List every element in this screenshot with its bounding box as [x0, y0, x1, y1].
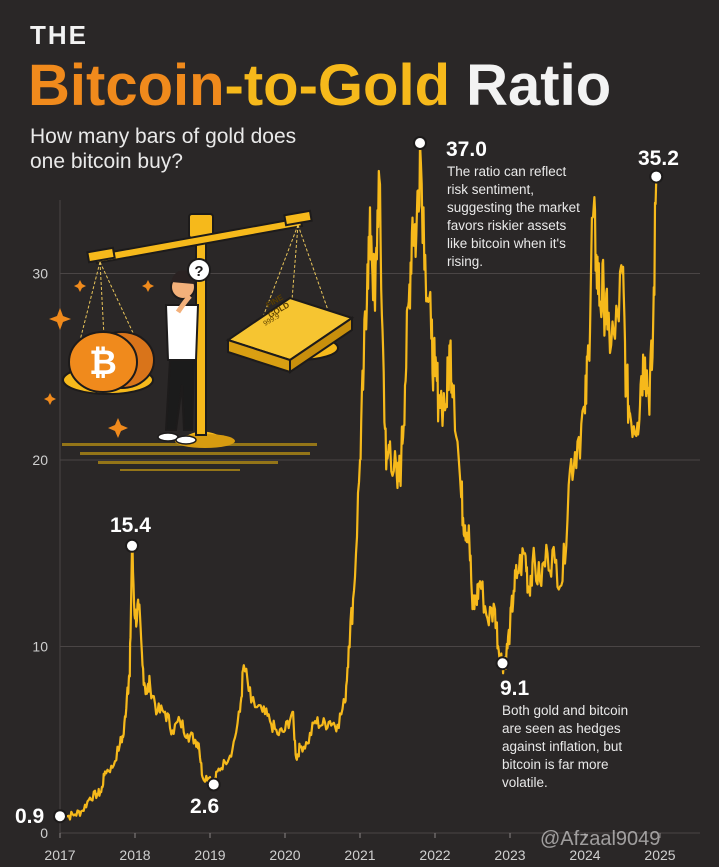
svg-text:₿: ₿	[89, 344, 117, 382]
callout-value: 15.4	[110, 514, 151, 537]
callout-annotation-line: volatile.	[502, 775, 548, 790]
y-tick-label: 20	[32, 452, 48, 468]
grid	[59, 200, 700, 838]
pre-title: THE	[30, 20, 88, 50]
title-bitcoin: Bitcoin	[28, 53, 225, 118]
callout-marker	[125, 538, 139, 553]
bitcoin-coin-icon	[68, 331, 138, 393]
callout-value: 9.1	[500, 677, 530, 700]
callout-annotation-line: The ratio can reflect	[447, 164, 567, 179]
callout-annotation-line: suggesting the market	[447, 200, 580, 215]
callouts: 0.9 15.4 2.6 37.0 The ratio can reflect risk …	[15, 136, 679, 828]
callout-value: 37.0	[446, 138, 487, 161]
x-tick-label: 2021	[344, 847, 375, 863]
y-tick-label: 30	[32, 266, 48, 282]
subtitle: How many bars of gold does one bitcoin b…	[30, 125, 297, 173]
x-tick-label: 2017	[44, 847, 75, 863]
gold-bar-icon: FINE GOLD 999.9	[225, 292, 355, 374]
callout-value: 2.6	[190, 795, 219, 818]
dotted-ground	[62, 443, 317, 471]
thought-bubble-icon: ?	[187, 258, 211, 282]
x-tick-label: 2023	[494, 847, 525, 863]
series-line	[59, 141, 658, 821]
callout-marker	[413, 136, 427, 150]
y-axis-ticks: 0 10 20 30	[32, 266, 48, 841]
x-axis-ticks: 2017 2018 2019 2020 2021 2022 2023 2024 2025	[44, 847, 675, 863]
callout-value: 0.9	[15, 805, 44, 828]
question-mark: ?	[194, 263, 203, 280]
x-tick-label: 2025	[644, 847, 675, 863]
x-tick-label: 2019	[194, 847, 225, 863]
callout-marker	[206, 777, 221, 792]
title-ratio: Ratio	[466, 53, 612, 118]
callout-marker	[53, 809, 67, 824]
callout-annotation-line: are seen as hedges	[502, 721, 621, 736]
x-tick-label: 2018	[119, 847, 150, 863]
callout-marker	[649, 169, 664, 184]
x-tick-label: 2022	[419, 847, 450, 863]
y-tick-label: 10	[32, 639, 48, 655]
sparkle-icons	[44, 280, 154, 438]
callout-annotation-line: Both gold and bitcoin	[502, 703, 628, 718]
callout-annotation-line: bitcoin is far more	[502, 757, 609, 772]
x-tick-label: 2024	[569, 847, 600, 863]
callout-annotation-line: rising.	[447, 254, 483, 269]
callout-annotation-line: like bitcoin when it's	[447, 236, 566, 251]
callout-annotation-line: favors riskier assets	[447, 218, 567, 233]
x-tick-label: 2020	[269, 847, 300, 863]
title-to: -to-	[224, 53, 318, 118]
callout-annotation-line: risk sentiment,	[447, 182, 534, 197]
title-gold: Gold	[317, 53, 451, 118]
callout-marker	[495, 656, 510, 671]
y-tick-label: 0	[40, 825, 48, 841]
callout-annotation-line: against inflation, but	[502, 739, 622, 754]
page-title: Bitcoin-to-Gold Ratio	[28, 52, 611, 119]
watermark: @Afzaal9049	[540, 828, 661, 850]
thinking-person-icon	[157, 270, 200, 445]
scale-illustration: ₿ FINE GOLD 999.9	[44, 209, 355, 471]
callout-value: 35.2	[638, 147, 679, 170]
